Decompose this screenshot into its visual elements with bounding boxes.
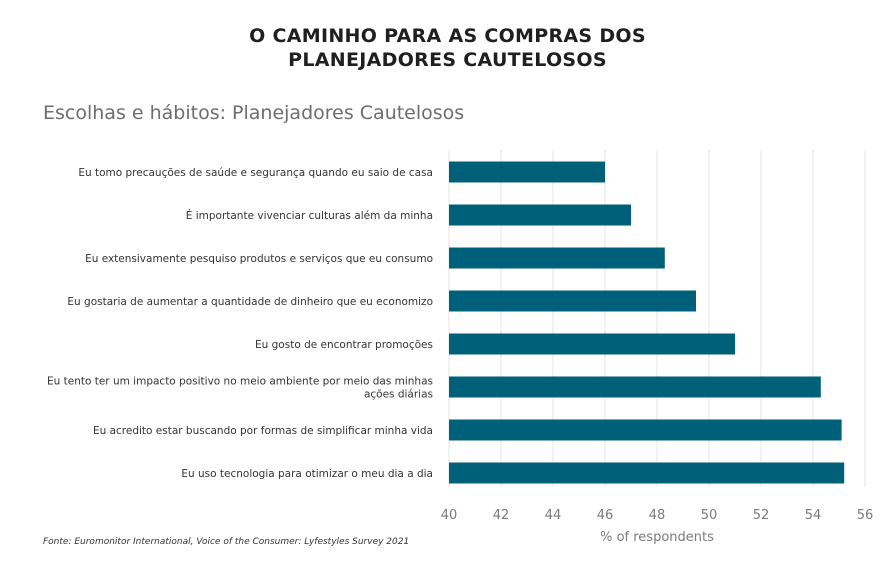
x-tick-label: 50 [701, 508, 718, 523]
category-label: Eu gosto de encontrar promoções [255, 339, 433, 351]
bar [449, 204, 631, 226]
category-label-line: Eu extensivamente pesquiso produtos e se… [85, 253, 433, 265]
source-note: Fonte: Euromonitor International, Voice … [43, 537, 410, 547]
page-title-line-1: O CAMINHO PARA AS COMPRAS DOS [249, 25, 646, 47]
bar [449, 333, 735, 355]
x-tick-label: 46 [597, 508, 614, 523]
x-tick-label: 54 [805, 508, 822, 523]
category-label: Eu extensivamente pesquiso produtos e se… [85, 253, 433, 265]
x-tick-label: 42 [493, 508, 510, 523]
x-tick-label: 48 [649, 508, 666, 523]
category-label-line: Eu gosto de encontrar promoções [255, 339, 433, 351]
category-label-line: Eu tomo precauções de saúde e segurança … [78, 167, 433, 179]
bar [449, 161, 605, 183]
category-label-line: Eu gostaria de aumentar a quantidade de … [67, 296, 433, 308]
chart-title: Escolhas e hábitos: Planejadores Cautelo… [43, 102, 465, 124]
x-tick-label: 44 [545, 508, 562, 523]
category-label: É importante vivenciar culturas além da … [186, 209, 433, 222]
x-tick-label: 52 [753, 508, 770, 523]
page-title: O CAMINHO PARA AS COMPRAS DOS PLANEJADOR… [0, 24, 895, 72]
category-label-line: ações diárias [364, 389, 433, 401]
category-label-line: Eu acredito estar buscando por formas de… [93, 425, 433, 437]
category-label: Eu tento ter um impacto positivo no meio… [47, 376, 433, 401]
category-label: Eu gostaria de aumentar a quantidade de … [67, 296, 433, 308]
category-label: Eu tomo precauções de saúde e segurança … [78, 167, 433, 179]
bar [449, 462, 845, 484]
category-label: Eu acredito estar buscando por formas de… [93, 425, 433, 437]
x-axis-label: % of respondents [600, 530, 714, 545]
bar [449, 376, 821, 398]
bar [449, 290, 696, 312]
category-label-line: Eu uso tecnologia para otimizar o meu di… [181, 468, 433, 480]
x-tick-label: 56 [857, 508, 874, 523]
bar [449, 419, 842, 441]
bar [449, 247, 665, 269]
page-title-line-2: PLANEJADORES CAUTELOSOS [288, 49, 607, 71]
category-label-line: É importante vivenciar culturas além da … [186, 209, 433, 222]
category-label-line: Eu tento ter um impacto positivo no meio… [47, 376, 433, 388]
x-tick-label: 40 [441, 508, 458, 523]
category-label: Eu uso tecnologia para otimizar o meu di… [181, 468, 433, 480]
